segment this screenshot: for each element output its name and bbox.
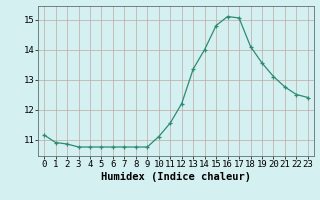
X-axis label: Humidex (Indice chaleur): Humidex (Indice chaleur) bbox=[101, 172, 251, 182]
